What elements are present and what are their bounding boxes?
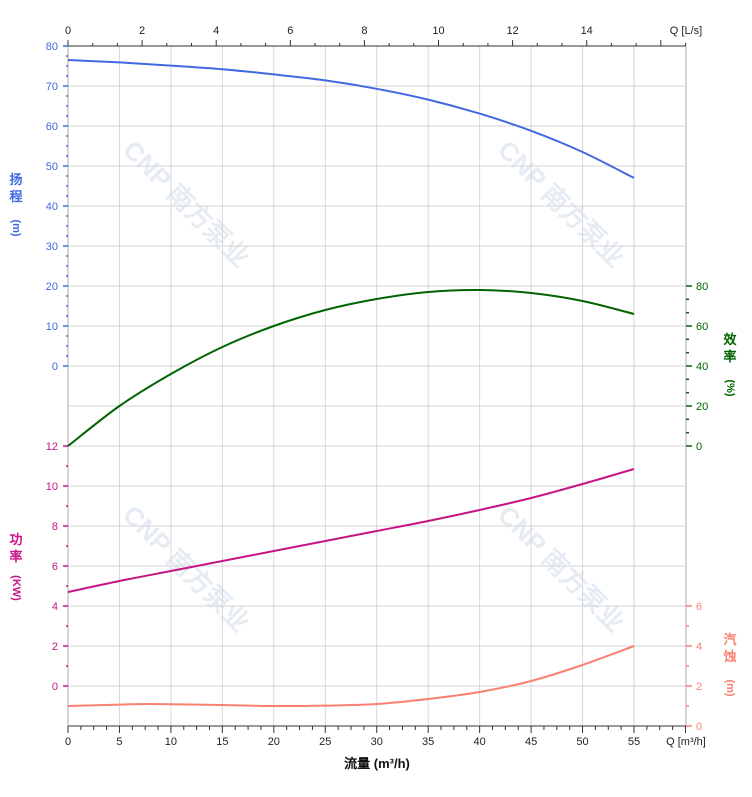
npsh-tick-label: 4 (696, 641, 702, 653)
x-top-tick-label: 0 (65, 25, 71, 37)
power-axis-title: 率 (9, 549, 22, 564)
axis-titles: 流量 (m³/h)扬程(m)功率(KW)效率(%)汽蚀(m) (9, 172, 737, 771)
head-curve (67, 59, 635, 179)
x-top-tick-label: 10 (432, 25, 444, 37)
efficiency-axis-title: 效 (723, 332, 737, 347)
head-tick-label: 40 (46, 201, 58, 213)
x-tick-label: 0 (65, 736, 71, 748)
head-axis-title: 程 (9, 189, 22, 204)
power-axis-title: 功 (9, 532, 22, 547)
head-tick-label: 0 (52, 361, 58, 373)
efficiency-tick-label: 60 (696, 321, 708, 333)
power-tick-label: 6 (52, 561, 58, 573)
x-top-tick-label: 4 (213, 25, 219, 37)
x-tick-label: 30 (371, 736, 383, 748)
watermark-logo: CNP 南方泵业 (492, 134, 630, 272)
efficiency-tick-label: 20 (696, 401, 708, 413)
x-top-tick-label: 6 (287, 25, 293, 37)
x-top-tick-label: 12 (506, 25, 518, 37)
x-axis-title: 流量 (m³/h) (344, 756, 410, 771)
grid (67, 45, 687, 726)
x-top-unit-label: Q [L/s] (670, 25, 702, 37)
watermark-logo: CNP 南方泵业 (117, 134, 255, 272)
x-tick-label: 5 (116, 736, 122, 748)
efficiency-tick-label: 40 (696, 361, 708, 373)
axes: 0 5 10 15 20 25 30 35 40 45 50 55 Q [m³/h]0 2 4 6 8 10 12 1… (46, 25, 709, 748)
npsh-axis-unit: (m) (724, 679, 736, 696)
efficiency-tick-label: 80 (696, 281, 708, 293)
npsh-tick-label: 0 (696, 721, 702, 733)
npsh-axis-title: 汽 (723, 632, 736, 647)
watermark-logo: CNP 南方泵业 (492, 499, 630, 637)
npsh-axis-title: 蚀 (722, 649, 736, 664)
head-tick-label: 30 (46, 241, 58, 253)
x-top-tick-label: 8 (361, 25, 367, 37)
head-tick-label: 70 (46, 81, 58, 93)
efficiency-axis-unit: (%) (724, 379, 736, 396)
head-axis-unit: (m) (10, 219, 22, 236)
x-top-tick-label: 2 (139, 25, 145, 37)
npsh-curve (67, 645, 635, 708)
x-tick-label: 20 (268, 736, 280, 748)
x-unit-label: Q [m³/h] (666, 736, 706, 748)
head-tick-label: 20 (46, 281, 58, 293)
power-axis-unit: (KW) (10, 575, 22, 601)
power-tick-label: 2 (52, 641, 58, 653)
power-tick-label: 12 (46, 441, 58, 453)
head-tick-label: 50 (46, 161, 58, 173)
head-tick-label: 80 (46, 41, 58, 53)
power-tick-label: 4 (52, 601, 58, 613)
head-tick-label: 60 (46, 121, 58, 133)
npsh-tick-label: 2 (696, 681, 702, 693)
x-tick-label: 55 (628, 736, 640, 748)
x-tick-label: 25 (319, 736, 331, 748)
x-tick-label: 50 (576, 736, 588, 748)
x-tick-label: 45 (525, 736, 537, 748)
efficiency-curve (67, 288, 635, 447)
npsh-tick-label: 6 (696, 601, 702, 613)
power-curve (67, 468, 635, 593)
x-top-tick-label: 14 (581, 25, 593, 37)
x-tick-label: 40 (474, 736, 486, 748)
x-tick-label: 10 (165, 736, 177, 748)
head-axis-title: 扬 (9, 172, 22, 187)
head-tick-label: 10 (46, 321, 58, 333)
efficiency-tick-label: 0 (696, 441, 702, 453)
x-tick-label: 15 (216, 736, 228, 748)
power-tick-label: 0 (52, 681, 58, 693)
efficiency-axis-title: 率 (723, 349, 736, 364)
x-tick-label: 35 (422, 736, 434, 748)
curves (67, 59, 635, 708)
power-tick-label: 10 (46, 481, 58, 493)
power-tick-label: 8 (52, 521, 58, 533)
